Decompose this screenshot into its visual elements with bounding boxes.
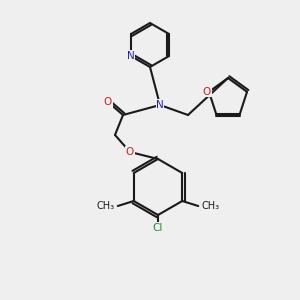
Text: O: O <box>104 97 112 107</box>
Text: N: N <box>127 51 135 61</box>
Text: CH₃: CH₃ <box>97 201 115 211</box>
Text: O: O <box>203 87 211 97</box>
Text: O: O <box>126 147 134 157</box>
Text: Cl: Cl <box>153 223 163 233</box>
Text: N: N <box>156 100 164 110</box>
Text: CH₃: CH₃ <box>201 201 219 211</box>
